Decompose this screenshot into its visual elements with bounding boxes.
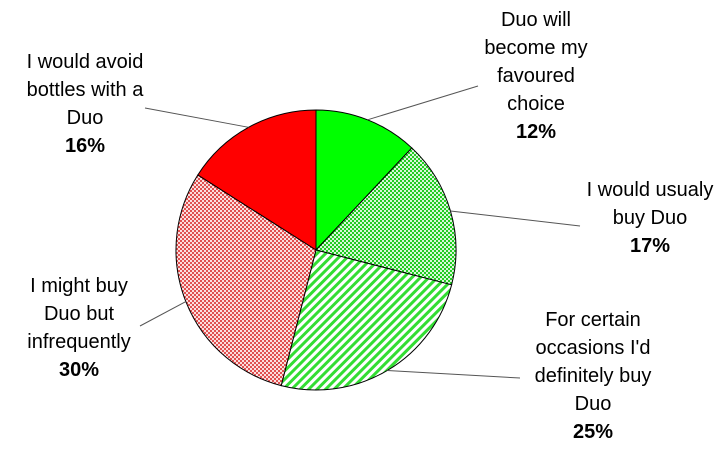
slice-label-line: Duo will [501,9,571,31]
slice-label-line: Duo [67,107,104,129]
slice-label-line: Duo but [44,303,114,325]
slice-label-line: I would usualy [587,179,714,201]
slice-label-line: choice [507,93,565,115]
slice-value-label: 30% [59,359,99,381]
slice-label-3: For certain occasions I'd definitely buy Du… [535,309,652,443]
slice-label-line: bottles with a [27,79,145,101]
leader-line-5 [144,107,249,128]
slice-label-line: buy Duo [613,207,688,229]
slice-label-line: Duo [575,393,612,415]
leader-line-2 [450,210,581,227]
leader-line-1 [367,85,479,121]
slice-label-line: become my [484,37,587,59]
slice-label-line: For certain [545,309,641,331]
slice-label-line: I might buy [30,275,128,297]
slice-label-4: I might buy Duo but infrequently 30% [27,275,130,381]
slice-label-line: definitely buy [535,365,652,387]
slice-label-line: infrequently [27,331,130,353]
leader-line-4 [139,301,187,327]
slice-label-line: occasions I'd [536,337,651,359]
pie-slice-4 [175,174,317,387]
slice-label-line: favoured [497,65,575,87]
slice-label-2: I would usualy buy Duo 17% [587,179,714,257]
pie-slice-1 [315,109,413,252]
slice-value-label: 17% [630,235,670,257]
slice-value-label: 16% [65,135,105,157]
pie-slice-5 [197,109,317,251]
slice-label-5: I would avoid bottles with a Duo 16% [27,51,145,157]
slice-value-label: 25% [573,421,613,443]
pie-slice-3 [280,249,453,391]
slice-label-line: I would avoid [27,51,144,73]
slice-value-label: 12% [516,121,556,143]
slice-label-1: Duo will become my favoured choice 12% [484,9,587,143]
leader-line-3 [387,370,521,379]
